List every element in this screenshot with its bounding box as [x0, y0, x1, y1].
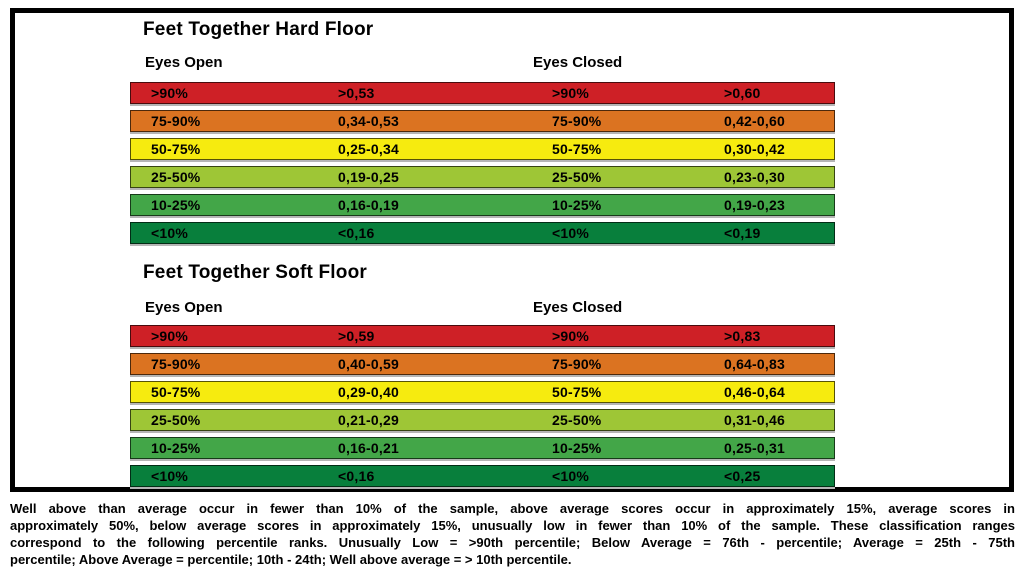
column-headers-hard-floor: Eyes Open Eyes Closed	[130, 54, 835, 72]
value-cell: 0,64-0,83	[724, 356, 785, 372]
header-eyes-open: Eyes Open	[145, 54, 223, 71]
value-cell: 0,40-0,59	[338, 356, 399, 372]
table-row: 10-25% 0,16-0,19 10-25% 0,19-0,23	[130, 194, 835, 216]
header-eyes-closed: Eyes Closed	[533, 54, 623, 71]
percentile-cell: 25-50%	[151, 169, 201, 185]
table-row: 50-75% 0,25-0,34 50-75% 0,30-0,42	[130, 138, 835, 160]
table-row: >90% >0,59 >90% >0,83	[130, 325, 835, 347]
table-row: 25-50% 0,19-0,25 25-50% 0,23-0,30	[130, 166, 835, 188]
footnote-line: correspond to the following percentile r…	[10, 535, 1015, 550]
percentile-cell: 50-75%	[151, 141, 201, 157]
percentile-cell: >90%	[151, 85, 188, 101]
table-row: <10% <0,16 <10% <0,19	[130, 222, 835, 244]
value-cell: 0,19-0,23	[724, 197, 785, 213]
percentile-cell: 25-50%	[151, 412, 201, 428]
classification-footnote: Well above than average occur in fewer t…	[10, 500, 1015, 568]
table-title-hard-floor: Feet Together Hard Floor	[143, 19, 374, 40]
percentile-cell: <10%	[151, 468, 188, 484]
value-cell: 0,42-0,60	[724, 113, 785, 129]
value-cell: 0,23-0,30	[724, 169, 785, 185]
percentile-cell: 25-50%	[552, 169, 602, 185]
percentile-cell: 50-75%	[552, 141, 602, 157]
footnote-line: percentile; Above Average = percentile; …	[10, 552, 572, 567]
percentile-cell: 10-25%	[151, 440, 201, 456]
table-row: 75-90% 0,34-0,53 75-90% 0,42-0,60	[130, 110, 835, 132]
value-cell: >0,83	[724, 328, 761, 344]
table-row: 75-90% 0,40-0,59 75-90% 0,64-0,83	[130, 353, 835, 375]
value-cell: 0,25-0,31	[724, 440, 785, 456]
table-row: >90% >0,53 >90% >0,60	[130, 82, 835, 104]
value-cell: >0,59	[338, 328, 375, 344]
percentile-cell: <10%	[151, 225, 188, 241]
value-cell: 0,30-0,42	[724, 141, 785, 157]
table-row: <10% <0,16 <10% <0,25	[130, 465, 835, 487]
value-cell: <0,16	[338, 225, 375, 241]
value-cell: <0,16	[338, 468, 375, 484]
percentile-cell: 75-90%	[151, 356, 201, 372]
percentile-cell: 75-90%	[552, 356, 602, 372]
table-hard-floor: >90% >0,53 >90% >0,60 75-90% 0,34-0,53 7…	[130, 82, 835, 244]
value-cell: 0,29-0,40	[338, 384, 399, 400]
value-cell: >0,53	[338, 85, 375, 101]
footnote-line: approximately 50%, below average scores …	[10, 518, 1015, 533]
percentile-cell: >90%	[151, 328, 188, 344]
percentile-cell: 75-90%	[151, 113, 201, 129]
value-cell: 0,31-0,46	[724, 412, 785, 428]
percentile-cell: >90%	[552, 328, 589, 344]
percentile-cell: 10-25%	[552, 197, 602, 213]
percentile-cell: 25-50%	[552, 412, 602, 428]
value-cell: 0,16-0,21	[338, 440, 399, 456]
value-cell: <0,25	[724, 468, 761, 484]
table-row: 50-75% 0,29-0,40 50-75% 0,46-0,64	[130, 381, 835, 403]
table-row: 10-25% 0,16-0,21 10-25% 0,25-0,31	[130, 437, 835, 459]
percentile-cell: <10%	[552, 225, 589, 241]
outer-border-frame: Feet Together Hard Floor Eyes Open Eyes …	[10, 8, 1014, 492]
value-cell: 0,21-0,29	[338, 412, 399, 428]
table-soft-floor: >90% >0,59 >90% >0,83 75-90% 0,40-0,59 7…	[130, 325, 835, 487]
percentile-cell: 50-75%	[552, 384, 602, 400]
percentile-cell: 10-25%	[552, 440, 602, 456]
value-cell: 0,25-0,34	[338, 141, 399, 157]
percentile-cell: >90%	[552, 85, 589, 101]
value-cell: <0,19	[724, 225, 761, 241]
percentile-cell: <10%	[552, 468, 589, 484]
table-row: 25-50% 0,21-0,29 25-50% 0,31-0,46	[130, 409, 835, 431]
table-title-soft-floor: Feet Together Soft Floor	[143, 262, 367, 283]
column-headers-soft-floor: Eyes Open Eyes Closed	[130, 299, 835, 317]
percentile-cell: 75-90%	[552, 113, 602, 129]
value-cell: >0,60	[724, 85, 761, 101]
footnote-line: Well above than average occur in fewer t…	[10, 501, 1015, 516]
header-eyes-open: Eyes Open	[145, 299, 223, 316]
value-cell: 0,19-0,25	[338, 169, 399, 185]
header-eyes-closed: Eyes Closed	[533, 299, 623, 316]
value-cell: 0,46-0,64	[724, 384, 785, 400]
value-cell: 0,34-0,53	[338, 113, 399, 129]
value-cell: 0,16-0,19	[338, 197, 399, 213]
percentile-cell: 50-75%	[151, 384, 201, 400]
percentile-cell: 10-25%	[151, 197, 201, 213]
